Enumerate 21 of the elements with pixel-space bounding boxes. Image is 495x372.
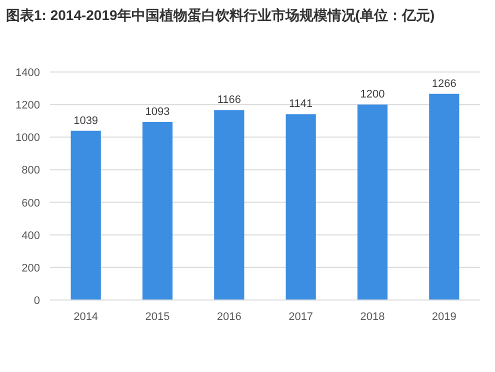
data-label: 1093 (145, 106, 170, 118)
data-label: 1200 (360, 88, 385, 101)
x-tick-label: 2014 (74, 311, 98, 323)
y-tick-label: 800 (22, 164, 40, 177)
y-tick-label: 0 (34, 295, 40, 307)
data-label: 1266 (432, 78, 456, 90)
y-tick-label: 600 (22, 197, 40, 210)
y-tick-label: 1000 (16, 132, 40, 144)
x-tick-label: 2017 (288, 311, 314, 323)
y-tick-label: 1200 (16, 100, 40, 112)
y-tick-label: 400 (22, 230, 40, 242)
x-tick-label: 2015 (145, 311, 170, 323)
data-label: 1141 (289, 98, 313, 110)
y-tick-label: 200 (22, 262, 40, 274)
x-tick-label: 2018 (360, 311, 385, 323)
title: 图表1: 2014-2019年中国植物蛋白饮料行业市场规模情况(单位：亿元) (6, 7, 435, 23)
data-label: 1039 (74, 114, 98, 127)
y-tick-label: 1400 (16, 67, 40, 79)
x-tick-label: 2016 (216, 311, 242, 323)
data-label: 1166 (217, 94, 241, 106)
x-tick-label: 2019 (432, 311, 456, 323)
